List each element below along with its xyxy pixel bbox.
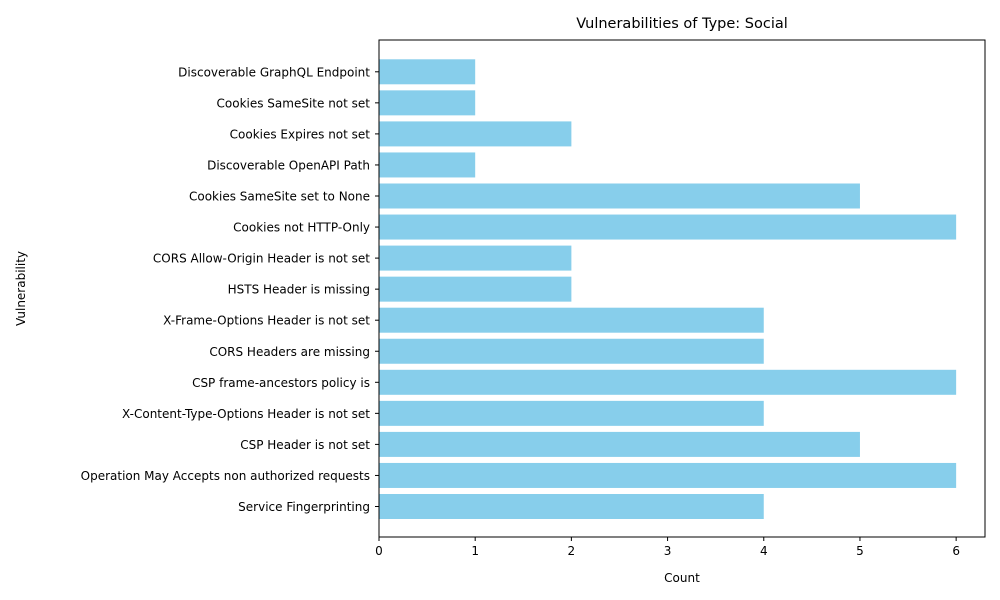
bar	[379, 463, 956, 488]
x-axis-title: Count	[664, 571, 700, 585]
bar	[379, 59, 475, 84]
bar	[379, 184, 860, 209]
x-tick-label: 5	[856, 544, 864, 558]
bar	[379, 494, 764, 519]
bar	[379, 215, 956, 240]
y-tick-label: Discoverable GraphQL Endpoint	[178, 65, 370, 79]
y-tick-label: X-Frame-Options Header is not set	[163, 314, 370, 328]
bar	[379, 308, 764, 333]
bar	[379, 246, 571, 271]
bar	[379, 370, 956, 395]
y-axis-title: Vulnerability	[14, 251, 28, 326]
y-tick-label: Cookies SameSite not set	[217, 96, 371, 110]
bar	[379, 339, 764, 364]
y-tick-label: CSP frame-ancestors policy is	[192, 376, 370, 390]
y-tick-label: Discoverable OpenAPI Path	[207, 158, 370, 172]
y-tick-label: Cookies not HTTP-Only	[233, 221, 370, 235]
bar	[379, 401, 764, 426]
y-tick-label: Cookies SameSite set to None	[189, 190, 370, 204]
x-tick-label: 6	[952, 544, 960, 558]
y-tick-label: X-Content-Type-Options Header is not set	[122, 407, 370, 421]
y-tick-label: Operation May Accepts non authorized req…	[81, 469, 370, 483]
y-tick-label: Cookies Expires not set	[230, 127, 371, 141]
bar	[379, 432, 860, 457]
y-tick-label: CORS Allow-Origin Header is not set	[153, 252, 370, 266]
y-tick-label: CSP Header is not set	[240, 438, 370, 452]
bar	[379, 90, 475, 115]
bar	[379, 277, 571, 302]
y-tick-label: HSTS Header is missing	[228, 283, 370, 297]
x-tick-label: 4	[760, 544, 768, 558]
bar	[379, 121, 571, 146]
x-tick-label: 3	[664, 544, 672, 558]
x-tick-label: 2	[568, 544, 576, 558]
chart-title: Vulnerabilities of Type: Social	[576, 16, 788, 32]
y-tick-label: Service Fingerprinting	[238, 500, 370, 514]
y-tick-label: CORS Headers are missing	[209, 345, 370, 359]
bar	[379, 152, 475, 177]
x-tick-label: 1	[471, 544, 479, 558]
x-tick-label: 0	[375, 544, 383, 558]
